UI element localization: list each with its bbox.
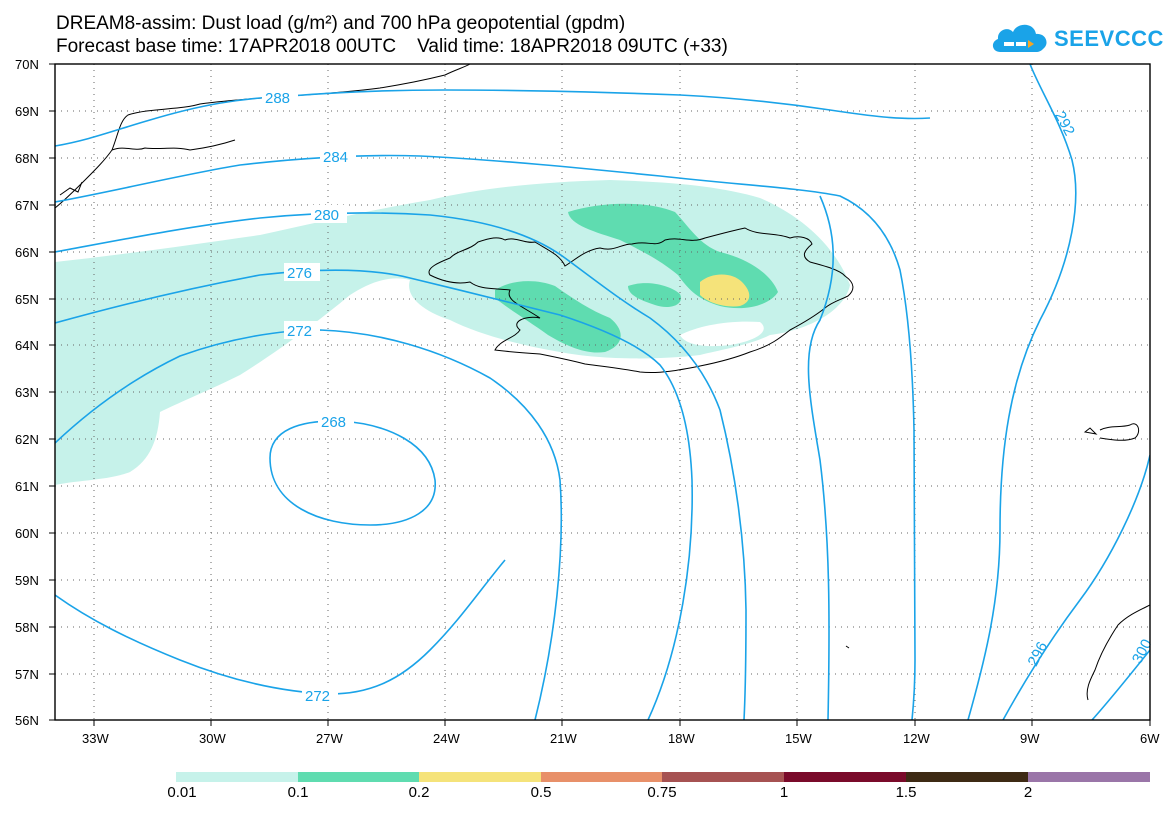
contour-label-296: 296 — [1024, 639, 1051, 669]
colorbar — [176, 772, 1150, 782]
colorbar-label: 0.5 — [530, 784, 552, 801]
coastlines — [55, 64, 1150, 701]
logo-text: SEEVCCC — [1054, 26, 1164, 51]
lat-label: 60N — [15, 526, 39, 541]
colorbar-label: 0.2 — [408, 784, 430, 801]
greenland-coast-detail — [59, 139, 236, 196]
lat-label: 65N — [15, 292, 39, 307]
colorbar-segment-6 — [906, 772, 1028, 782]
contour-label-300: 300 — [1129, 636, 1156, 666]
contour-label-boxes — [262, 88, 356, 704]
lon-label: 30W — [199, 731, 226, 746]
contour-280 — [55, 212, 747, 720]
colorbar-label: 0.75 — [647, 784, 677, 801]
contour-label-284: 284 — [323, 149, 348, 166]
lat-label: 69N — [15, 104, 39, 119]
axis-ticks — [49, 63, 1151, 726]
lon-label: 18W — [668, 731, 695, 746]
lat-label: 68N — [15, 151, 39, 166]
contour-label-288: 288 — [265, 90, 290, 107]
contour-label-272: 272 — [287, 323, 312, 340]
colorbar-label: 1 — [779, 784, 789, 801]
greenland-coast — [55, 64, 471, 209]
grid-lines — [55, 64, 1150, 720]
colorbar-label: 2 — [1023, 784, 1033, 801]
lat-label: 62N — [15, 432, 39, 447]
colorbar-label: 0.1 — [287, 784, 309, 801]
dust-load-field — [55, 180, 850, 485]
lat-label: 67N — [15, 198, 39, 213]
geopotential-contours — [55, 64, 1150, 720]
contour-272-lower — [55, 559, 506, 695]
contour-extra-east — [807, 195, 834, 720]
lat-label: 64N — [15, 338, 39, 353]
contour-296 — [1002, 454, 1150, 720]
colorbar-segment-5 — [784, 772, 906, 782]
lat-label: 57N — [15, 667, 39, 682]
lon-label: 27W — [316, 731, 343, 746]
lon-label: 9W — [1020, 731, 1040, 746]
dust-area-high — [700, 274, 750, 307]
contour-label-292: 292 — [1051, 108, 1078, 138]
dust-area-mid-center — [628, 283, 681, 307]
iceland-coast — [428, 227, 854, 373]
lat-label: 70N — [15, 57, 39, 72]
contour-label-272-lower: 272 — [305, 688, 330, 705]
colorbar-segment-2 — [419, 772, 541, 782]
lat-label: 66N — [15, 245, 39, 260]
dust-area-low-gap — [680, 321, 764, 347]
colorbar-segment-4 — [662, 772, 784, 782]
lon-label: 24W — [433, 731, 460, 746]
contour-268 — [269, 420, 436, 526]
contour-272 — [55, 329, 563, 720]
colorbar-segment-7 — [1028, 772, 1150, 782]
contour-label-280: 280 — [314, 207, 339, 224]
cloud-logo-icon — [992, 24, 1047, 52]
contour-label-268: 268 — [321, 414, 346, 431]
dust-area-mid-west — [495, 281, 621, 353]
contour-label-276: 276 — [287, 265, 312, 282]
lon-label: 21W — [550, 731, 577, 746]
contour-276 — [55, 269, 693, 720]
lat-label: 56N — [15, 713, 39, 728]
lon-label: 12W — [903, 731, 930, 746]
colorbar-segment-1 — [298, 772, 419, 782]
colorbar-label: 1.5 — [895, 784, 917, 801]
contour-300 — [1091, 649, 1150, 720]
seevccc-logo: SEEVCCC — [990, 18, 1163, 58]
lat-label: 59N — [15, 573, 39, 588]
chart-title-line-2: Forecast base time: 17APR2018 00UTC Vali… — [56, 36, 728, 57]
norway-coast — [1086, 423, 1150, 701]
lon-label: 6W — [1140, 731, 1160, 746]
faroe-shetland-islands — [845, 427, 1098, 649]
lon-label: 33W — [82, 731, 109, 746]
contour-284 — [55, 154, 916, 720]
lat-label: 61N — [15, 479, 39, 494]
contour-292 — [967, 64, 1077, 720]
contour-288 — [55, 89, 931, 147]
lat-label: 58N — [15, 620, 39, 635]
chart-title-line-1: DREAM8-assim: Dust load (g/m²) and 700 h… — [56, 13, 626, 34]
colorbar-segment-0 — [176, 772, 298, 782]
latitude-labels: 70N 69N 68N 67N 66N 65N 64N 63N 62N 61N … — [15, 57, 39, 728]
colorbar-segment-3 — [541, 772, 662, 782]
colorbar-label: 0.01 — [167, 784, 197, 801]
lat-label: 63N — [15, 385, 39, 400]
lon-label: 15W — [785, 731, 812, 746]
longitude-labels: 33W 30W 27W 24W 21W 18W 15W 12W 9W 6W — [82, 731, 1160, 746]
